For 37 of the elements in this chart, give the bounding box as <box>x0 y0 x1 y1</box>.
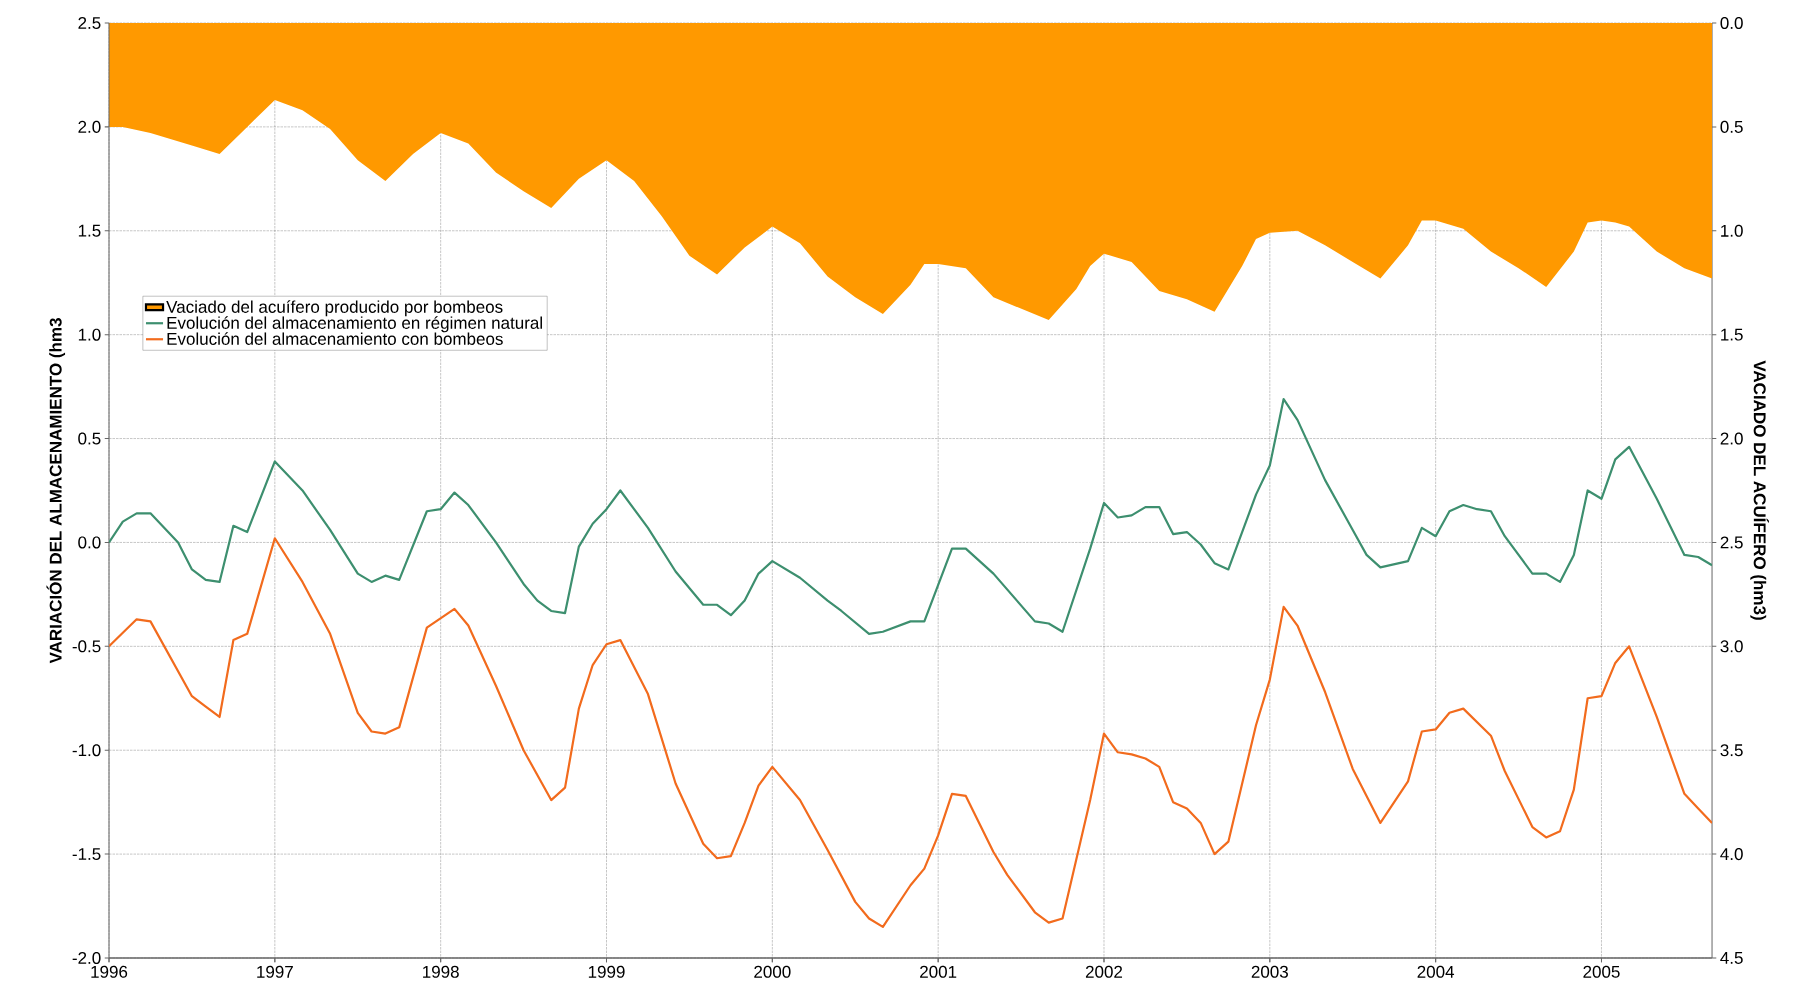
y2-tick-label: 0.0 <box>1720 16 1743 30</box>
y2-tick-label: 3.0 <box>1720 640 1743 653</box>
y2-tick-label: 1.5 <box>1721 328 1743 341</box>
line-series <box>109 397 1713 635</box>
y-tick-label: -1.5 <box>72 848 101 861</box>
y-tick-label: -1.0 <box>72 744 101 757</box>
x-tick-label: 2001 <box>920 965 957 978</box>
y-tick-label: -2.0 <box>72 951 101 965</box>
y2-tick-label: 2.5 <box>1720 536 1743 549</box>
legend-label: Evolución del almacenamiento en régimen natural <box>167 316 542 333</box>
x-tick-label: 2003 <box>1251 965 1288 978</box>
y2-tick-label: 1.0 <box>1721 224 1743 237</box>
x-tick-label: 2005 <box>1583 965 1620 978</box>
y-tick-label: 2.5 <box>78 16 101 30</box>
x-tick-label: 2000 <box>754 965 791 978</box>
y2-tick-label: 0.5 <box>1720 120 1743 133</box>
y-tick-label: 0.0 <box>78 536 101 549</box>
y2-tick-label: 4.0 <box>1720 848 1743 861</box>
y2-tick-label: 3.5 <box>1720 744 1743 757</box>
legend-label: Evolución del almacenamiento con bombeos <box>167 332 503 345</box>
y2-tick-label: 4.5 <box>1720 952 1743 964</box>
y-tick-label: -0.5 <box>72 640 101 653</box>
x-tick-label: 1996 <box>91 965 128 978</box>
y-tick-label: 2.0 <box>78 120 101 133</box>
x-tick-label: 1997 <box>257 965 293 978</box>
y-axis-title: VARIACIÓN DEL ALMACENAMIENTO (hm3 <box>46 318 66 664</box>
legend-label: Vaciado del acuífero producido por bombeos <box>166 300 503 317</box>
line-series <box>109 537 1713 928</box>
x-tick-label: 1998 <box>423 965 459 978</box>
x-tick-label: 1999 <box>588 965 625 978</box>
y2-axis-title: VACIADO DEL ACUÍFERO (hm3) <box>1750 360 1769 620</box>
y-tick-label: 0.5 <box>78 432 101 445</box>
y2-tick-label: 2.0 <box>1720 432 1743 445</box>
y-tick-label: 1.5 <box>78 224 101 237</box>
x-tick-label: 2002 <box>1085 965 1123 978</box>
y-tick-label: 1.0 <box>78 328 101 341</box>
x-tick-label: 2004 <box>1417 965 1455 978</box>
